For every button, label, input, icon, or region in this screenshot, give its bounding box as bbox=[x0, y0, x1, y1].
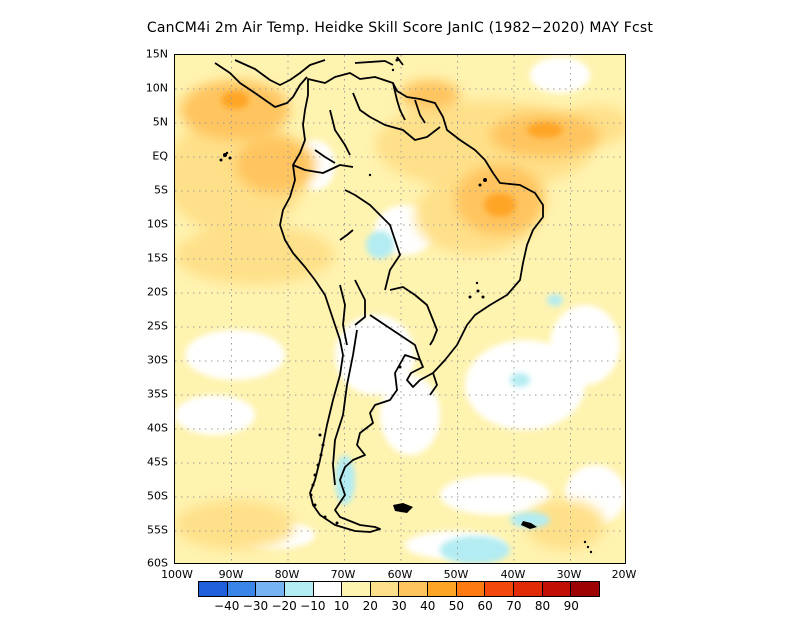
colorbar-swatch bbox=[428, 582, 457, 596]
colorbar-label: 40 bbox=[420, 599, 436, 613]
lat-label-45s: 45S bbox=[147, 455, 168, 469]
coastlines bbox=[214, 56, 544, 533]
colorbar-label: 90 bbox=[563, 599, 579, 613]
lon-label-100w: 100W bbox=[161, 568, 193, 581]
colorbar-label: 30 bbox=[391, 599, 407, 613]
colorbar-swatch bbox=[313, 582, 343, 596]
lat-label-5n: 5N bbox=[152, 115, 168, 129]
colorbar-swatch bbox=[542, 582, 572, 596]
colorbar-swatch bbox=[485, 582, 515, 596]
lon-label-90w: 90W bbox=[218, 568, 244, 581]
colorbar-label: 10 bbox=[333, 599, 350, 613]
lat-label-15n: 15N bbox=[145, 47, 168, 61]
lon-label-70w: 70W bbox=[330, 568, 356, 581]
lat-lon-grid bbox=[175, 55, 625, 563]
colorbar-swatch bbox=[370, 582, 400, 596]
lat-label-60s: 60S bbox=[147, 556, 168, 570]
colorbar bbox=[198, 581, 600, 597]
colorbar-label: −40 bbox=[214, 599, 240, 613]
lat-label-30s: 30S bbox=[147, 353, 168, 367]
islands bbox=[219, 58, 593, 554]
map-panel bbox=[174, 54, 626, 564]
lat-label-5s: 5S bbox=[154, 183, 168, 197]
skill-score-map bbox=[175, 55, 625, 563]
colorbar-swatch bbox=[571, 582, 599, 596]
colorbar-label: 70 bbox=[506, 599, 522, 613]
colorbar-swatch bbox=[284, 582, 314, 596]
colorbar-swatch bbox=[399, 582, 429, 596]
lat-label-55s: 55S bbox=[147, 523, 168, 537]
lon-label-50w: 50W bbox=[443, 568, 469, 581]
colorbar-label: −30 bbox=[242, 599, 269, 613]
lon-label-40w: 40W bbox=[500, 568, 526, 581]
lat-label-20s: 20S bbox=[147, 285, 168, 299]
lat-label-10n: 10N bbox=[145, 81, 168, 95]
lat-label-10s: 10S bbox=[147, 217, 168, 231]
colorbar-swatch bbox=[514, 582, 543, 596]
lat-label-35s: 35S bbox=[147, 387, 168, 401]
colorbar-label: −10 bbox=[300, 599, 326, 613]
colorbar-label: 50 bbox=[448, 599, 465, 613]
colorbar-label: 60 bbox=[477, 599, 493, 613]
colorbar-label: 80 bbox=[534, 599, 551, 613]
colorbar-swatch bbox=[256, 582, 285, 596]
lat-label-25s: 25S bbox=[147, 319, 168, 333]
colorbar-label: −20 bbox=[271, 599, 297, 613]
lon-label-60w: 60W bbox=[387, 568, 413, 581]
colorbar-swatch bbox=[227, 582, 257, 596]
lat-label-50s: 50S bbox=[147, 489, 168, 503]
colorbar-swatch bbox=[199, 582, 228, 596]
lon-label-30w: 30W bbox=[556, 568, 582, 581]
colorbar-label: 20 bbox=[362, 599, 378, 613]
colorbar-swatch bbox=[342, 582, 371, 596]
lon-label-20w: 20W bbox=[611, 568, 637, 581]
lat-label-eq: EQ bbox=[152, 149, 168, 163]
lon-label-80w: 80W bbox=[274, 568, 300, 581]
colorbar-swatch bbox=[456, 582, 486, 596]
map-title: CanCM4i 2m Air Temp. Heidke Skill Score … bbox=[146, 20, 654, 36]
lat-label-15s: 15S bbox=[147, 251, 168, 265]
lat-label-40s: 40S bbox=[147, 421, 168, 435]
